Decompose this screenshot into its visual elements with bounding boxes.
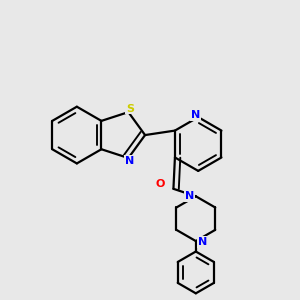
Text: N: N — [191, 110, 200, 120]
Text: N: N — [184, 191, 194, 201]
Text: N: N — [125, 156, 134, 166]
Text: S: S — [126, 103, 134, 113]
Text: N: N — [198, 237, 207, 247]
Text: O: O — [155, 179, 165, 189]
